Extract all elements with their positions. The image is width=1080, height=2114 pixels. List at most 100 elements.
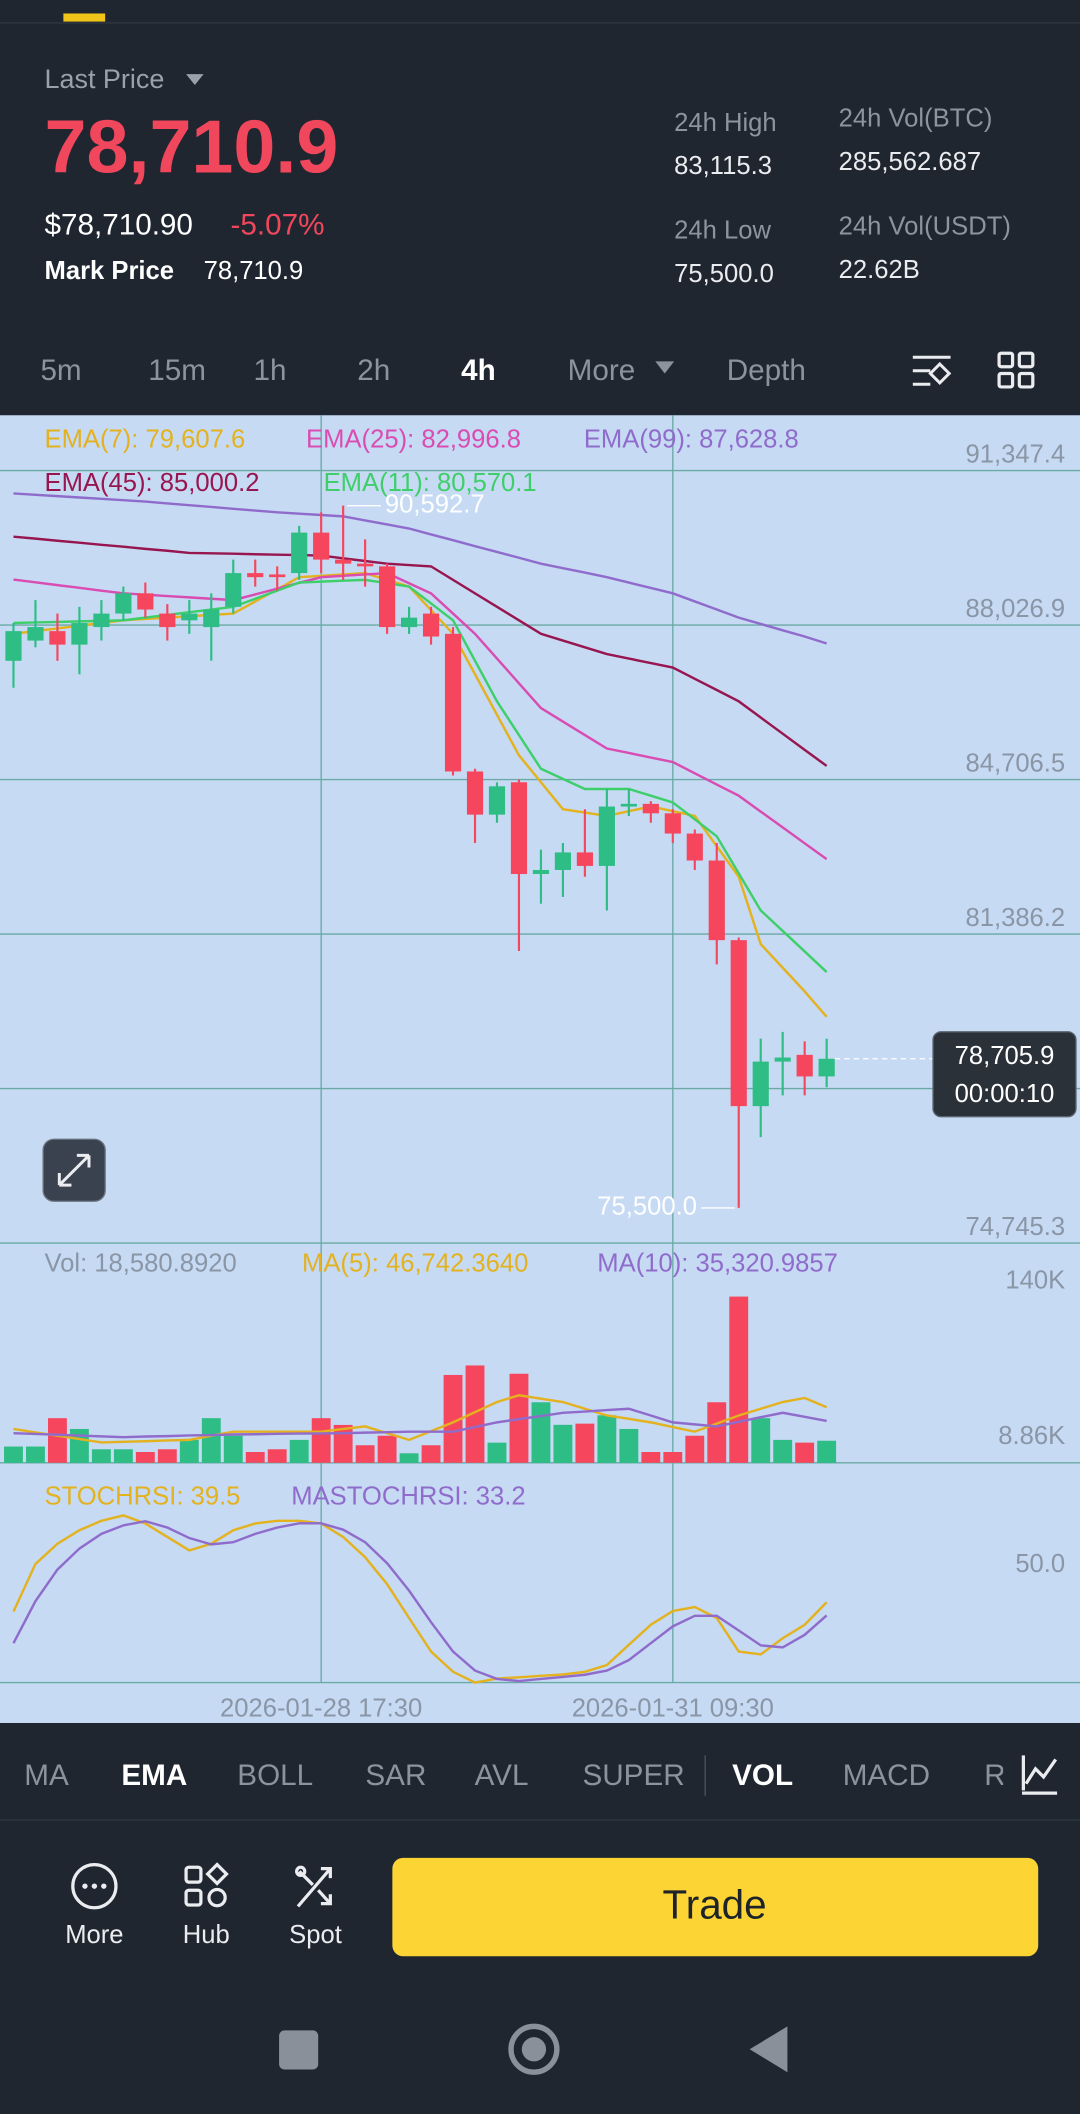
indicator-tab[interactable]: SAR xyxy=(365,1759,426,1792)
timeframe-tab[interactable]: 2h xyxy=(357,354,390,387)
indicator-tab[interactable]: SUPER xyxy=(582,1759,684,1792)
nav-back[interactable] xyxy=(749,2026,788,2073)
nav-recents[interactable] xyxy=(279,2030,319,2070)
y-tick-label: 88,026.9 xyxy=(965,595,1065,623)
chart-area: 50.0 2026-01-28 17:30 2026-01-31 09:30 STOC… xyxy=(0,415,1080,1722)
volume-bar xyxy=(817,1440,837,1463)
layout-icon[interactable] xyxy=(997,351,1035,389)
chart-settings-icon[interactable] xyxy=(912,355,952,386)
volume-bar xyxy=(729,1296,749,1463)
volume-bar xyxy=(487,1442,507,1463)
legend-entry: STOCHRSI: 39.5 xyxy=(44,1483,240,1511)
ema-line xyxy=(13,492,828,645)
action-labels: More Hub Spot xyxy=(65,1921,342,1949)
dropdown-arrow[interactable] xyxy=(186,74,204,85)
ema-line xyxy=(13,578,828,973)
candle-body xyxy=(335,559,352,564)
action-label[interactable]: More xyxy=(65,1921,123,1949)
x-tick-label: 2026-01-28 17:30 xyxy=(220,1694,422,1722)
candle-body xyxy=(49,631,66,645)
y-tick-label: 8.86K xyxy=(998,1422,1065,1450)
low-annotation: 75,500.0 xyxy=(597,1193,697,1221)
timeframe-tabs: 5m 15m 1h 2h 4h More Depth xyxy=(40,354,805,387)
volume-bar xyxy=(773,1439,793,1463)
ma-line xyxy=(13,1394,828,1444)
candle-body xyxy=(620,803,637,807)
candle-body xyxy=(93,613,110,628)
y-tick-label: 50.0 xyxy=(1015,1550,1065,1578)
candle-body xyxy=(313,532,330,560)
candle-body xyxy=(664,813,681,834)
indicator-tab[interactable]: VOL xyxy=(732,1759,793,1792)
chart-type-icon[interactable] xyxy=(1021,1755,1058,1795)
icon-backdrop xyxy=(1003,1725,1080,1818)
candle-body xyxy=(181,613,198,621)
y-tick-label: 91,347.4 xyxy=(965,440,1065,468)
volume-bar xyxy=(553,1424,573,1463)
volume-bar xyxy=(421,1445,441,1463)
volume-title: Vol: 18,580.8920 xyxy=(44,1249,236,1277)
legend-entry: EMA(11): 80,570.1 xyxy=(324,469,537,497)
volume-bar xyxy=(399,1453,419,1463)
action-label[interactable]: Spot xyxy=(289,1921,342,1949)
hub-icon[interactable] xyxy=(184,1862,229,1908)
usd-price: $78,710.90 xyxy=(44,208,192,241)
y-tick-label: 81,386.2 xyxy=(965,904,1065,932)
indicator-tabs: MAEMABOLLSARAVLSUPERVOLMACDRS xyxy=(24,1759,1025,1792)
candle-body xyxy=(532,869,550,875)
volume-bar xyxy=(245,1452,265,1463)
trade-button-label[interactable]: Trade xyxy=(663,1881,767,1927)
high-annotation: 90,592.7 xyxy=(385,490,485,518)
candle-body xyxy=(510,782,528,875)
volume-bar xyxy=(223,1435,243,1463)
indicator-tab[interactable]: MACD xyxy=(843,1759,930,1792)
trade-button[interactable] xyxy=(392,1857,1039,1957)
candle-body xyxy=(203,609,220,628)
expand-button[interactable] xyxy=(42,1138,106,1202)
volume-bar xyxy=(465,1365,485,1463)
mark-price-label: Mark Price xyxy=(44,257,174,285)
indicator-tab[interactable]: MA xyxy=(24,1759,69,1792)
volume-bar xyxy=(201,1418,221,1463)
timeframe-tab[interactable]: More xyxy=(568,354,636,387)
price-change: -5.07% xyxy=(231,208,325,241)
ema-line xyxy=(13,535,828,767)
indicator-tab[interactable]: BOLL xyxy=(237,1759,313,1792)
volume-bar xyxy=(289,1439,309,1463)
timeframe-tab[interactable]: Depth xyxy=(727,354,806,387)
volume-bar xyxy=(707,1402,727,1463)
stat-label: 24h Vol(BTC) xyxy=(839,105,993,133)
timeframe-tab[interactable]: 4h xyxy=(461,354,496,387)
dropdown-arrow[interactable] xyxy=(655,361,675,374)
candle-body xyxy=(269,574,286,578)
more-icon[interactable] xyxy=(71,1862,118,1910)
y-tick-label: 140K xyxy=(1005,1267,1065,1295)
timeframe-tab[interactable]: 15m xyxy=(148,354,206,387)
nav-home[interactable] xyxy=(508,2023,560,2075)
legend-entry: MA(5): 46,742.3640 xyxy=(302,1249,528,1277)
candle-body xyxy=(291,532,308,574)
candle-body xyxy=(598,806,615,866)
volume-bar xyxy=(179,1439,199,1463)
spot-icon[interactable] xyxy=(295,1865,332,1908)
x-tick-label: 2026-01-31 09:30 xyxy=(572,1694,774,1722)
indicator-tab[interactable]: AVL xyxy=(475,1759,529,1792)
volume-bar xyxy=(26,1446,45,1463)
timeframe-tab[interactable]: 5m xyxy=(40,354,81,387)
timeframe-tab[interactable]: 1h xyxy=(253,354,286,387)
stat-value: 285,562.687 xyxy=(839,148,981,176)
nav-home-dot[interactable] xyxy=(521,2037,547,2062)
volume-bar xyxy=(531,1402,551,1463)
stat-value: 22.62B xyxy=(839,256,920,284)
volume-bar xyxy=(751,1418,771,1463)
indicator-tab[interactable]: EMA xyxy=(121,1759,187,1792)
indicator-bar xyxy=(0,1723,1080,1821)
volume-bar xyxy=(795,1442,815,1463)
action-label[interactable]: Hub xyxy=(183,1921,230,1949)
candle-body xyxy=(466,771,484,815)
candle-body xyxy=(71,623,88,645)
last-price-label[interactable]: Last Price xyxy=(44,64,164,94)
candle-body xyxy=(357,563,374,567)
volume-bar xyxy=(47,1418,67,1463)
